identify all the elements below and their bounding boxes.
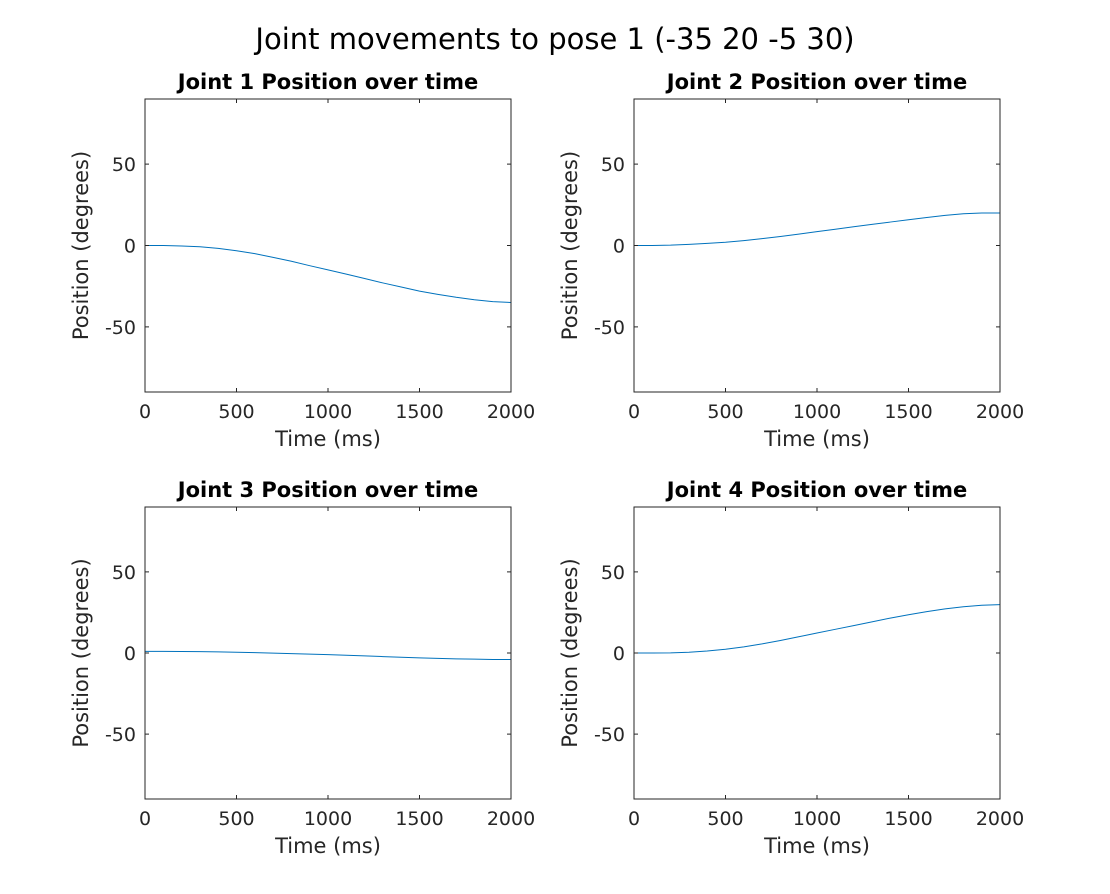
x-tick-label: 1500 bbox=[395, 808, 443, 830]
x-tick-label: 1000 bbox=[793, 808, 841, 830]
plot-area bbox=[145, 99, 511, 392]
x-axis-label: Time (ms) bbox=[763, 834, 870, 858]
y-tick-label: 0 bbox=[124, 236, 136, 258]
x-tick-label: 0 bbox=[139, 401, 151, 423]
subplot-joint-4: 0 500 1000 1500 2000 -50 0 50 Joint 4 Position o… bbox=[558, 478, 1024, 858]
y-axis-label: Position (degrees) bbox=[558, 151, 582, 340]
series-line-joint-1 bbox=[145, 245, 512, 303]
plot-area bbox=[145, 507, 511, 799]
y-tick-label: 50 bbox=[112, 562, 136, 584]
y-axis-label: Position (degrees) bbox=[558, 558, 582, 747]
y-tick-label: -50 bbox=[105, 317, 136, 339]
x-axis-label: Time (ms) bbox=[763, 427, 870, 451]
x-tick-label: 1500 bbox=[884, 401, 932, 423]
series-line-joint-4 bbox=[634, 604, 1001, 654]
x-tick-label: 1000 bbox=[304, 401, 352, 423]
x-axis-label: Time (ms) bbox=[274, 834, 381, 858]
x-tick-label: 1000 bbox=[793, 401, 841, 423]
y-tick-label: -50 bbox=[105, 724, 136, 746]
y-tick-label: 0 bbox=[613, 236, 625, 258]
x-tick-label: 500 bbox=[707, 808, 743, 830]
figure-title: Joint movements to pose 1 (-35 20 -5 30) bbox=[253, 22, 854, 56]
plot-area bbox=[634, 507, 1000, 799]
x-tick-label: 500 bbox=[218, 808, 254, 830]
x-tick-label: 2000 bbox=[976, 808, 1024, 830]
subplot-joint-2: 0 500 1000 1500 2000 -50 0 50 Joint 2 Position o… bbox=[558, 70, 1024, 451]
subplot-title: Joint 4 Position over time bbox=[665, 478, 968, 502]
x-axis-label: Time (ms) bbox=[274, 427, 381, 451]
subplot-title: Joint 2 Position over time bbox=[665, 70, 968, 94]
y-axis-label: Position (degrees) bbox=[69, 151, 93, 340]
x-tick-label: 2000 bbox=[487, 808, 535, 830]
x-tick-label: 1500 bbox=[884, 808, 932, 830]
x-tick-label: 2000 bbox=[976, 401, 1024, 423]
x-tick-label: 500 bbox=[707, 401, 743, 423]
x-tick-label: 0 bbox=[139, 808, 151, 830]
x-tick-label: 2000 bbox=[487, 401, 535, 423]
subplot-joint-1: 0 500 1000 1500 2000 -50 0 50 Joint 1 Position o… bbox=[69, 70, 535, 451]
x-tick-label: 500 bbox=[218, 401, 254, 423]
y-tick-label: -50 bbox=[594, 317, 625, 339]
y-tick-label: 50 bbox=[601, 154, 625, 176]
subplot-title: Joint 1 Position over time bbox=[176, 70, 479, 94]
series-line-joint-2 bbox=[634, 212, 1000, 246]
y-tick-label: 50 bbox=[601, 562, 625, 584]
x-tick-label: 1000 bbox=[304, 808, 352, 830]
x-tick-label: 1500 bbox=[395, 401, 443, 423]
plot-area bbox=[634, 99, 1000, 392]
x-tick-label: 0 bbox=[628, 401, 640, 423]
y-tick-label: 50 bbox=[112, 154, 136, 176]
subplot-joint-3: 0 500 1000 1500 2000 -50 0 50 Joint 3 Position o… bbox=[69, 478, 535, 858]
y-tick-label: -50 bbox=[594, 724, 625, 746]
y-axis-label: Position (degrees) bbox=[69, 558, 93, 747]
x-tick-label: 0 bbox=[628, 808, 640, 830]
y-tick-label: 0 bbox=[124, 643, 136, 665]
subplot-title: Joint 3 Position over time bbox=[176, 478, 479, 502]
y-tick-label: 0 bbox=[613, 643, 625, 665]
series-line-joint-3 bbox=[145, 650, 511, 660]
